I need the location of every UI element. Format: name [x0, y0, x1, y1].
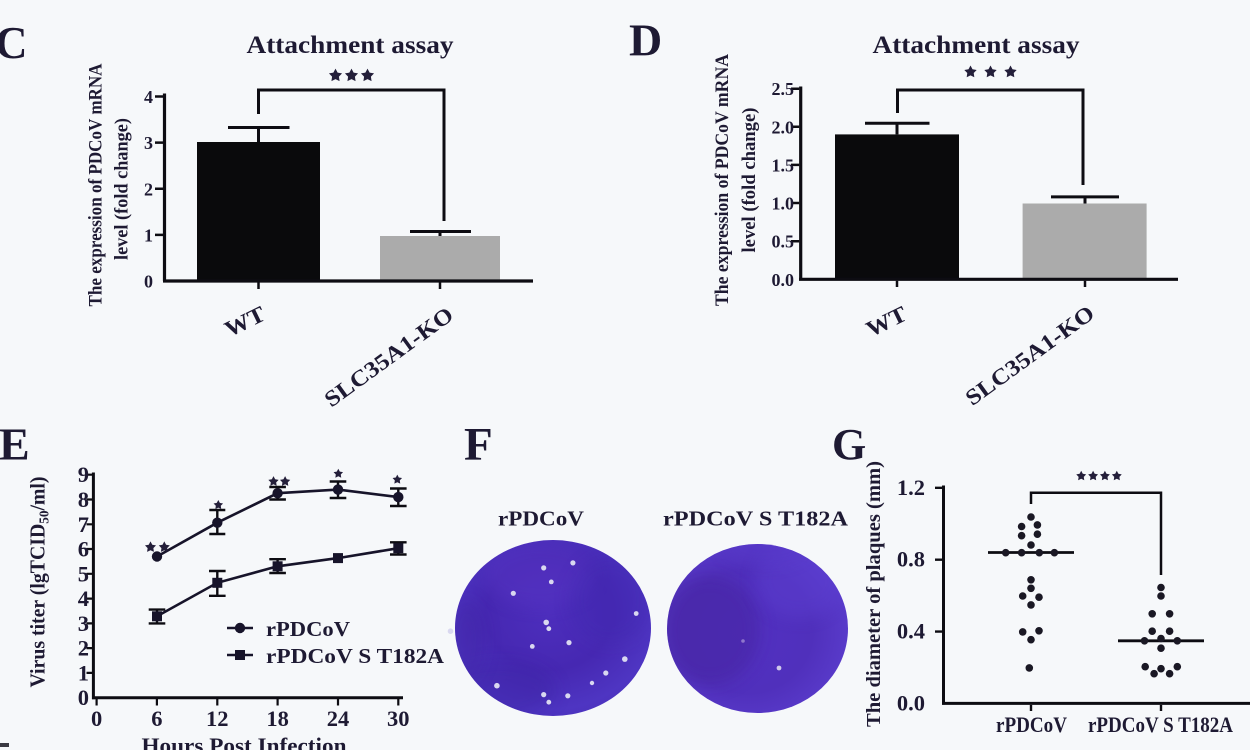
svg-text:0: 0: [91, 706, 102, 731]
svg-text:Attachment assay: Attachment assay: [247, 30, 454, 59]
svg-text:1.0: 1.0: [772, 194, 795, 214]
svg-text:rPDCoV: rPDCoV: [266, 617, 350, 641]
svg-text:2.0: 2.0: [772, 117, 795, 137]
svg-text:6: 6: [151, 706, 162, 731]
svg-text:30: 30: [387, 706, 410, 731]
svg-text:0.8: 0.8: [897, 547, 925, 572]
svg-text:D: D: [629, 15, 662, 66]
svg-text:2: 2: [78, 636, 89, 661]
svg-text:1: 1: [78, 660, 89, 685]
svg-text:rPDCoV S T182A: rPDCoV S T182A: [266, 644, 445, 668]
svg-text:0.0: 0.0: [772, 270, 795, 290]
svg-text:0.0: 0.0: [897, 690, 925, 715]
svg-text:12: 12: [206, 706, 229, 731]
svg-text:8: 8: [78, 487, 89, 512]
svg-text:18: 18: [266, 706, 289, 731]
svg-text:2: 2: [144, 179, 153, 199]
svg-text:0.4: 0.4: [897, 619, 925, 644]
svg-text:0: 0: [144, 272, 153, 292]
svg-text:Virus titer (lgTCID50/ml): Virus titer (lgTCID50/ml): [26, 476, 53, 687]
svg-text:3: 3: [78, 611, 89, 636]
svg-text:4: 4: [144, 87, 153, 107]
svg-text:24: 24: [327, 706, 350, 731]
svg-text:5: 5: [78, 561, 89, 586]
svg-text:1: 1: [144, 225, 153, 245]
svg-text:rPDCoV S T182A: rPDCoV S T182A: [663, 507, 849, 531]
svg-text:C: C: [0, 18, 28, 68]
svg-text:1.5: 1.5: [772, 155, 795, 175]
svg-text:3: 3: [144, 133, 153, 153]
svg-text:G: G: [832, 420, 866, 469]
svg-text:0.5: 0.5: [772, 232, 795, 252]
svg-text:The expression of PDCoV mRNA: The expression of PDCoV mRNA: [712, 54, 733, 306]
svg-text:Attachment assay: Attachment assay: [873, 30, 1080, 59]
svg-text:1.2: 1.2: [897, 475, 925, 500]
svg-text:F: F: [464, 419, 493, 471]
svg-text:rPDCoV S T182A: rPDCoV S T182A: [1088, 712, 1233, 737]
svg-text:The expression of PDCoV mRNA: The expression of PDCoV mRNA: [86, 63, 107, 306]
svg-text:rPDCoV: rPDCoV: [498, 507, 584, 531]
svg-text:0: 0: [78, 685, 89, 710]
svg-text:level (fold change): level (fold change): [112, 118, 133, 260]
svg-text:6: 6: [78, 537, 89, 562]
svg-text:The diameter of plaques (mm): The diameter of plaques (mm): [864, 461, 885, 727]
svg-text:Hours Post Infection: Hours Post Infection: [142, 733, 347, 750]
svg-text:rPDCoV: rPDCoV: [996, 712, 1067, 737]
svg-text:7: 7: [78, 512, 89, 537]
svg-text:E: E: [0, 419, 30, 470]
svg-text:9: 9: [78, 462, 89, 487]
svg-text:level (fold change): level (fold change): [739, 108, 760, 253]
svg-text:2.5: 2.5: [772, 79, 795, 99]
svg-text:4: 4: [78, 586, 89, 611]
